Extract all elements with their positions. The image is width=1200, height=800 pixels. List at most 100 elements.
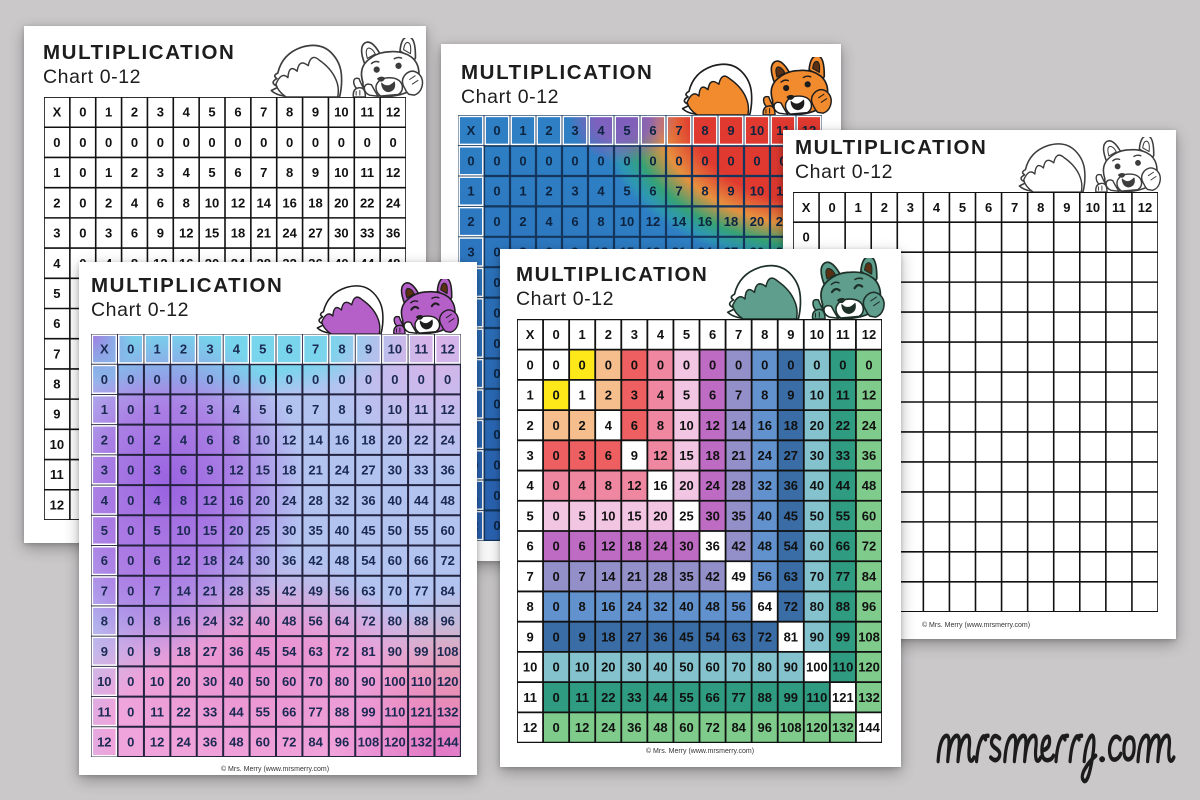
svg-text:15: 15 [256, 463, 270, 478]
svg-text:10: 10 [334, 105, 348, 120]
svg-text:49: 49 [308, 583, 322, 598]
svg-text:9: 9 [101, 644, 108, 659]
svg-text:0: 0 [493, 123, 500, 138]
svg-text:36: 36 [862, 448, 876, 463]
svg-text:4: 4 [183, 165, 191, 180]
svg-text:20: 20 [679, 478, 693, 493]
svg-text:81: 81 [784, 629, 798, 644]
svg-text:2: 2 [467, 214, 474, 229]
svg-text:10: 10 [150, 674, 164, 689]
svg-text:10: 10 [810, 388, 824, 403]
svg-text:12: 12 [203, 493, 217, 508]
svg-text:33: 33 [360, 226, 374, 241]
svg-text:40: 40 [335, 523, 349, 538]
svg-text:0: 0 [735, 357, 742, 372]
svg-text:22: 22 [176, 704, 190, 719]
svg-text:15: 15 [679, 448, 693, 463]
svg-text:3: 3 [571, 184, 578, 199]
svg-text:42: 42 [731, 539, 745, 554]
svg-text:0: 0 [127, 463, 134, 478]
svg-text:0: 0 [127, 402, 134, 417]
svg-text:32: 32 [758, 478, 772, 493]
svg-text:12: 12 [176, 553, 190, 568]
svg-text:60: 60 [282, 674, 296, 689]
svg-text:8: 8 [1037, 200, 1044, 215]
svg-text:0: 0 [605, 357, 612, 372]
svg-text:4: 4 [101, 493, 109, 508]
svg-text:12: 12 [97, 734, 111, 749]
svg-text:6: 6 [234, 165, 241, 180]
svg-text:100: 100 [806, 660, 828, 675]
svg-text:10: 10 [176, 523, 190, 538]
svg-text:0: 0 [391, 372, 398, 387]
svg-text:28: 28 [731, 478, 745, 493]
svg-text:0: 0 [389, 135, 396, 150]
svg-text:1: 1 [105, 105, 112, 120]
svg-text:0: 0 [101, 372, 108, 387]
svg-text:10: 10 [50, 437, 64, 452]
svg-text:11: 11 [1112, 200, 1126, 215]
svg-text:8: 8 [701, 184, 708, 199]
svg-text:5: 5 [683, 388, 690, 403]
svg-text:28: 28 [229, 583, 243, 598]
svg-text:5: 5 [623, 184, 630, 199]
svg-text:0: 0 [493, 457, 500, 472]
svg-text:63: 63 [731, 629, 745, 644]
svg-text:0: 0 [127, 493, 134, 508]
svg-text:0: 0 [127, 553, 134, 568]
svg-text:99: 99 [836, 629, 850, 644]
svg-text:1: 1 [105, 165, 112, 180]
svg-text:7: 7 [154, 583, 161, 598]
svg-text:7: 7 [735, 327, 742, 342]
svg-text:0: 0 [418, 372, 425, 387]
svg-text:36: 36 [705, 539, 719, 554]
svg-text:2: 2 [53, 195, 60, 210]
svg-text:56: 56 [758, 569, 772, 584]
svg-text:88: 88 [758, 690, 772, 705]
svg-text:20: 20 [176, 674, 190, 689]
svg-text:0: 0 [553, 448, 560, 463]
svg-text:84: 84 [308, 734, 323, 749]
svg-text:35: 35 [679, 569, 693, 584]
svg-text:11: 11 [360, 165, 374, 180]
svg-text:9: 9 [1063, 200, 1070, 215]
svg-text:0: 0 [444, 372, 451, 387]
svg-text:6: 6 [631, 418, 638, 433]
svg-text:0: 0 [338, 135, 345, 150]
svg-text:50: 50 [679, 660, 693, 675]
svg-text:44: 44 [836, 478, 851, 493]
svg-text:33: 33 [203, 704, 217, 719]
svg-text:55: 55 [836, 508, 850, 523]
svg-text:60: 60 [810, 539, 824, 554]
svg-text:21: 21 [308, 463, 322, 478]
svg-text:11: 11 [414, 342, 428, 357]
svg-text:4: 4 [154, 493, 162, 508]
svg-text:8: 8 [579, 599, 586, 614]
svg-text:8: 8 [286, 105, 293, 120]
svg-text:2: 2 [180, 342, 187, 357]
svg-text:3: 3 [631, 388, 638, 403]
svg-text:0: 0 [753, 153, 760, 168]
svg-text:6: 6 [649, 123, 656, 138]
svg-text:0: 0 [571, 153, 578, 168]
svg-text:18: 18 [203, 553, 217, 568]
svg-text:8: 8 [183, 195, 190, 210]
svg-text:8: 8 [526, 599, 533, 614]
svg-text:36: 36 [229, 644, 243, 659]
svg-text:24: 24 [627, 599, 642, 614]
svg-text:0: 0 [553, 388, 560, 403]
svg-text:45: 45 [679, 629, 693, 644]
svg-text:30: 30 [705, 508, 719, 523]
svg-text:0: 0 [127, 614, 134, 629]
svg-text:20: 20 [388, 432, 402, 447]
svg-text:0: 0 [727, 153, 734, 168]
svg-text:144: 144 [437, 734, 459, 749]
svg-text:18: 18 [176, 644, 190, 659]
svg-text:0: 0 [180, 372, 187, 387]
svg-text:28: 28 [308, 493, 322, 508]
svg-text:0: 0 [79, 105, 86, 120]
svg-text:6: 6 [157, 195, 164, 210]
svg-text:72: 72 [705, 720, 719, 735]
svg-text:35: 35 [308, 523, 322, 538]
svg-text:7: 7 [101, 583, 108, 598]
